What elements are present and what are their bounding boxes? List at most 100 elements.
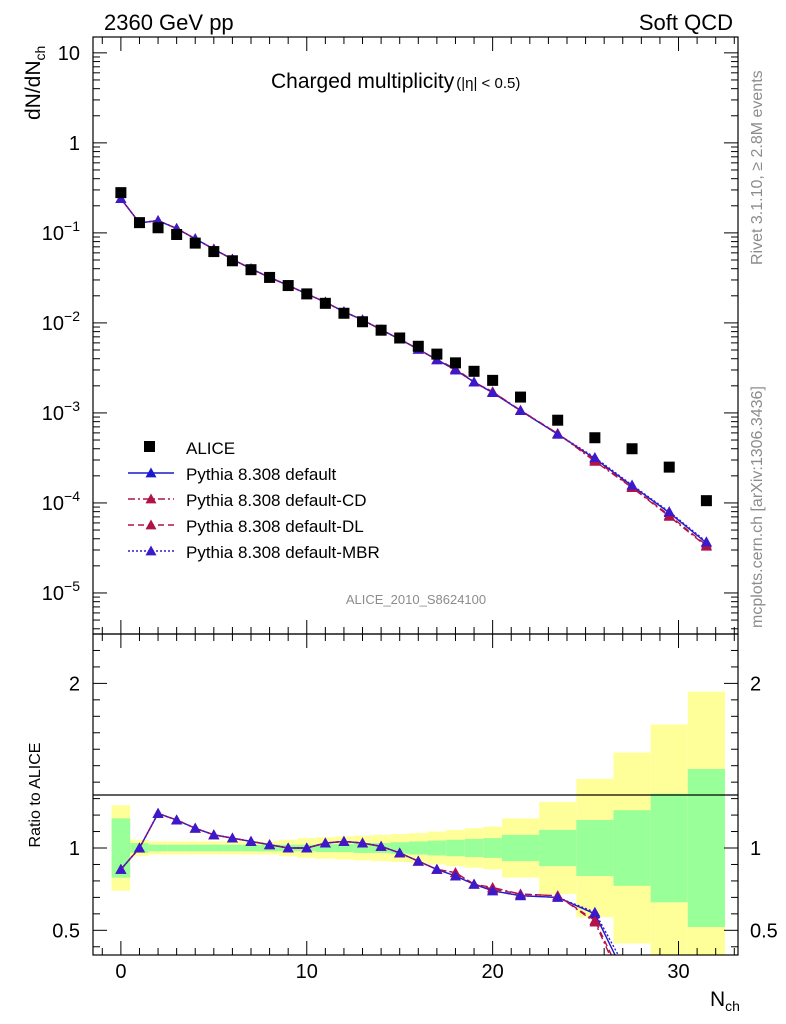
alice-data-point [431, 348, 443, 360]
green-band [576, 820, 614, 876]
ratio-3-marker [412, 855, 424, 866]
ratio-3-marker [357, 837, 369, 848]
alice-data-point [375, 324, 387, 336]
ratio-2-marker [589, 914, 601, 925]
ratio-3-marker [282, 842, 294, 853]
main-y-label-sub: ch [32, 46, 48, 61]
legend-marker-2 [145, 519, 157, 530]
alice-data-point [357, 316, 369, 328]
ratio-3-marker [468, 878, 480, 889]
main-title-text: Charged multiplicity [271, 70, 455, 93]
legend-marker-3 [145, 545, 157, 556]
series-3-marker [468, 376, 480, 387]
green-band [539, 829, 577, 867]
alice-data-point [412, 340, 424, 352]
green-band [223, 844, 242, 852]
green-band [483, 838, 502, 858]
alice-data-point [152, 222, 164, 234]
ratio-axis-ticks: 0 10 20 30 0.5 0.5 1 1 2 2 [52, 634, 778, 983]
ratio-3-marker [319, 837, 331, 848]
y-tick-label: 10−1 [42, 218, 80, 245]
series-3-marker [663, 506, 675, 517]
green-band [650, 793, 688, 903]
alice-data-point [468, 365, 480, 377]
alice-data-point [394, 332, 406, 344]
alice-data-point [626, 443, 638, 455]
green-band [204, 844, 224, 852]
alice-data-points [115, 187, 712, 507]
series-3-marker [589, 451, 601, 462]
x-axis-label-main: N [710, 988, 725, 1011]
ratio-y-tick-label-right: 2 [750, 673, 761, 695]
series-3-marker [700, 536, 712, 547]
series-3-marker [449, 364, 461, 375]
ratio-y-tick-label: 2 [69, 673, 80, 695]
green-band [316, 843, 335, 853]
legend-marker-0 [145, 467, 157, 478]
main-title-suffix: (|η| < 0.5) [456, 75, 520, 92]
y-tick-label: 10 [58, 43, 80, 65]
side-text-bottom: mcplots.cern.ch [arXiv:1306.3436] [749, 386, 766, 628]
series-3-marker [515, 405, 527, 416]
legend-marker-1 [145, 493, 157, 504]
legend-label-alice: ALICE [186, 439, 235, 458]
green-band [334, 843, 354, 853]
y-tick-label: 10−4 [42, 488, 80, 515]
ratio-series-group [115, 807, 620, 955]
alice-data-point [487, 374, 499, 386]
main-y-label-main: dN/dN [22, 60, 45, 120]
side-text-top: Rivet 3.1.10, ≥ 2.8M events [749, 70, 766, 265]
y-tick-label: 10−5 [42, 578, 80, 605]
ratio-3-marker [449, 870, 461, 881]
ratio-3-marker [264, 839, 276, 850]
alice-data-point [226, 255, 238, 267]
legend-label-1: Pythia 8.308 default-CD [186, 491, 367, 510]
ratio-3-marker [189, 822, 201, 833]
green-band [446, 839, 465, 857]
ratio-y-tick-label: 0.5 [52, 920, 80, 942]
alice-data-point [245, 264, 257, 276]
alice-data-point [189, 237, 201, 249]
ratio-3-marker [487, 885, 499, 896]
main-title: Charged multiplicity (|η| < 0.5) [271, 70, 520, 93]
main-axis-ticks: 10 1 10−1 10−2 10−3 10−4 10−5 [42, 37, 738, 634]
ratio-3-marker [515, 890, 527, 901]
ratio-plot-frame [92, 633, 739, 956]
x-tick-label: 0 [115, 961, 126, 983]
alice-data-point [589, 432, 601, 444]
y-tick-label: 10−2 [42, 308, 80, 335]
alice-data-point [552, 414, 564, 426]
green-band [613, 810, 651, 886]
alice-data-point [171, 228, 183, 240]
alice-data-point [515, 391, 527, 403]
alice-data-point [301, 288, 313, 300]
green-band [427, 840, 447, 856]
legend-label-2: Pythia 8.308 default-DL [186, 517, 364, 536]
green-band [148, 844, 168, 852]
ratio-3-marker [133, 842, 145, 853]
ratio-y-label: Ratio to ALICE [27, 743, 44, 848]
main-y-label: dN/dNch [22, 46, 48, 120]
ratio-3-marker [171, 814, 183, 825]
ratio-y-tick-label: 1 [69, 838, 80, 860]
legend-label-0: Pythia 8.308 default [186, 465, 337, 484]
alice-data-point [449, 357, 461, 369]
x-tick-label: 10 [296, 961, 318, 983]
alice-data-point [133, 217, 145, 229]
header-left: 2360 GeV pp [104, 10, 234, 35]
green-band [501, 834, 540, 862]
x-axis-label-sub: ch [725, 998, 740, 1014]
ratio-3-marker [431, 863, 443, 874]
ratio-y-tick-label-right: 1 [750, 838, 761, 860]
x-axis-label: Nch [710, 988, 740, 1014]
green-band [185, 844, 205, 852]
ratio-3-marker [589, 906, 601, 917]
ratio-series-layer [115, 807, 620, 955]
series-3-marker [552, 428, 564, 439]
green-band [408, 841, 428, 855]
ratio-3-marker [245, 835, 257, 846]
alice-data-point [208, 246, 220, 258]
ratio-3-marker [394, 847, 406, 858]
series-3-marker [626, 479, 638, 490]
